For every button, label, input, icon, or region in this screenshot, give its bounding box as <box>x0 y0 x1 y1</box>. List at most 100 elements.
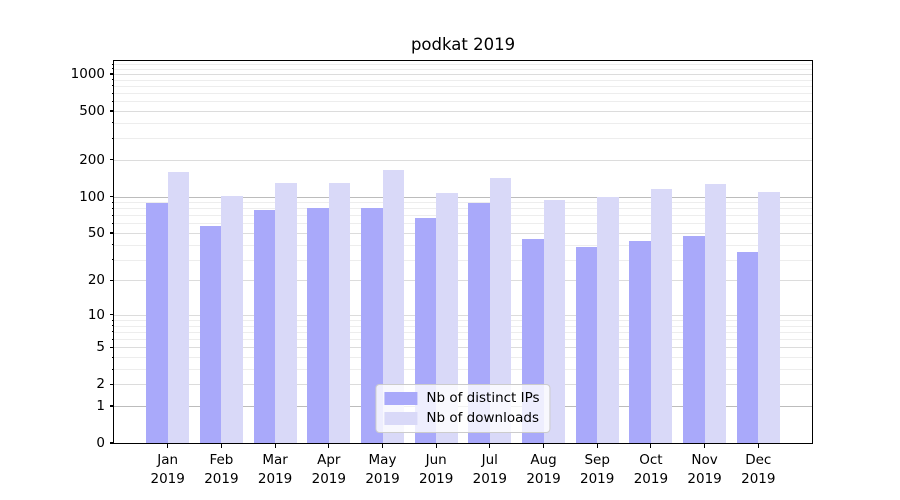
x-tick-year: 2019 <box>526 471 561 487</box>
x-tick-label-may: May 2019 <box>351 451 415 489</box>
axis-layer: 0 1 2 5 10 20 50 100 200 500 1000 Jan 2019 Feb 2019 Mar… <box>71 61 812 487</box>
gridline-minor-400 <box>114 122 812 124</box>
y-tick-label-2: 2 <box>96 376 105 393</box>
x-tick-jul <box>489 443 491 448</box>
x-tick-feb <box>220 443 222 448</box>
gridline-50 <box>114 233 812 234</box>
y-minor-tick-1100 <box>111 68 114 70</box>
gridline-minor-300 <box>114 138 812 140</box>
bars-layer <box>114 61 812 443</box>
x-tick-label-oct: Oct 2019 <box>619 451 683 489</box>
y-tick-label-10: 10 <box>87 306 105 323</box>
bar-downloads-mar <box>275 182 297 443</box>
bar-downloads-dec <box>758 191 780 443</box>
y-tick-label-500: 500 <box>79 103 105 119</box>
legend: Nb of distinct IPs Nb of downloads <box>375 384 551 433</box>
x-tick-oct <box>650 443 652 448</box>
x-tick-label-dec: Dec 2019 <box>726 451 790 489</box>
y-minor-tick-80 <box>111 207 114 209</box>
y-minor-tick-90 <box>111 201 114 203</box>
gridline-minor-40 <box>114 244 812 246</box>
y-tick-label-20: 20 <box>87 272 105 289</box>
x-tick-year: 2019 <box>419 471 454 487</box>
y-tick-label-50: 50 <box>87 225 105 241</box>
bar-ips-sep <box>575 247 598 443</box>
y-tick-label-1: 1 <box>96 398 105 414</box>
x-tick-year: 2019 <box>257 471 293 487</box>
gridline-minor-80 <box>114 208 812 210</box>
x-tick-label-feb: Feb 2019 <box>189 451 253 489</box>
bar-downloads-sep <box>597 197 619 443</box>
gridline-500 <box>114 111 812 112</box>
y-minor-tick-700 <box>111 92 114 94</box>
y-minor-tick-4 <box>111 356 114 358</box>
y-minor-tick-7 <box>111 331 114 333</box>
gridline-20 <box>114 280 812 282</box>
x-tick-month: Jun <box>425 452 447 468</box>
bar-ips-jul <box>468 203 490 443</box>
gridline-10 <box>114 314 812 316</box>
y-minor-tick-800 <box>111 85 114 87</box>
bar-downloads-may <box>382 169 404 443</box>
gridline-minor-800 <box>114 85 812 87</box>
y-minor-tick-30 <box>111 259 114 261</box>
x-tick-month: Mar <box>262 452 288 468</box>
gridline-minor-600 <box>114 101 812 103</box>
y-tick-label-100: 100 <box>79 188 105 205</box>
bar-downloads-nov <box>704 183 727 443</box>
bar-ips-dec <box>736 251 759 443</box>
y-tick-1000 <box>109 73 114 75</box>
y-minor-tick-900 <box>111 79 114 81</box>
y-minor-tick-300 <box>111 137 114 139</box>
gridline-minor-7 <box>114 331 812 333</box>
bar-ips-jan <box>146 203 168 443</box>
y-tick-1 <box>109 405 114 407</box>
x-tick-label-aug: Aug 2019 <box>512 451 576 489</box>
x-tick-jun <box>435 443 437 448</box>
y-tick-500 <box>109 110 114 112</box>
y-minor-tick-400 <box>111 122 114 124</box>
gridline-minor-9 <box>114 320 812 321</box>
gridline-minor-900 <box>114 79 812 81</box>
y-tick-10 <box>109 314 114 316</box>
x-tick-month: Jul <box>481 452 498 468</box>
bar-downloads-aug <box>543 200 565 443</box>
chart-title: podkat 2019 <box>410 35 516 54</box>
bar-downloads-jun <box>436 192 458 443</box>
legend-item-distinct-ips: Nb of distinct IPs <box>384 391 540 406</box>
x-tick-nov <box>704 443 706 448</box>
y-minor-tick-9 <box>111 319 114 321</box>
y-minor-tick-60 <box>111 222 114 224</box>
gridline-minor-90 <box>114 202 812 204</box>
gridline-minor-6 <box>114 339 812 341</box>
x-tick-month: Jan <box>157 452 179 468</box>
x-tick-month: Feb <box>209 452 234 468</box>
gridline-minor-1200 <box>114 64 812 66</box>
bar-downloads-jan <box>167 172 190 443</box>
bar-downloads-feb <box>221 196 243 443</box>
x-tick-month: Dec <box>745 452 772 468</box>
y-tick-100 <box>109 195 114 198</box>
x-tick-year: 2019 <box>311 471 346 487</box>
gridline-minor-8 <box>114 325 812 327</box>
x-tick-year: 2019 <box>687 471 722 487</box>
x-tick-year: 2019 <box>365 471 400 487</box>
x-tick-label-jun: Jun 2019 <box>404 451 468 489</box>
x-tick-year: 2019 <box>204 471 239 487</box>
x-tick-aug <box>542 443 545 448</box>
x-tick-month: Apr <box>317 452 341 468</box>
bar-downloads-oct <box>650 189 673 443</box>
x-tick-jan <box>167 443 169 448</box>
x-tick-dec <box>757 443 759 448</box>
y-tick-50 <box>109 232 114 234</box>
legend-label-downloads: Nb of downloads <box>426 410 539 426</box>
y-tick-20 <box>109 279 114 281</box>
y-minor-tick-1200 <box>111 63 114 65</box>
legend-item-downloads: Nb of downloads <box>384 411 539 426</box>
x-tick-month: Aug <box>530 452 557 468</box>
y-minor-tick-70 <box>111 214 114 216</box>
x-tick-month: May <box>368 452 397 468</box>
x-tick-may <box>381 443 384 448</box>
y-minor-tick-600 <box>111 100 114 102</box>
y-tick-200 <box>109 159 114 161</box>
